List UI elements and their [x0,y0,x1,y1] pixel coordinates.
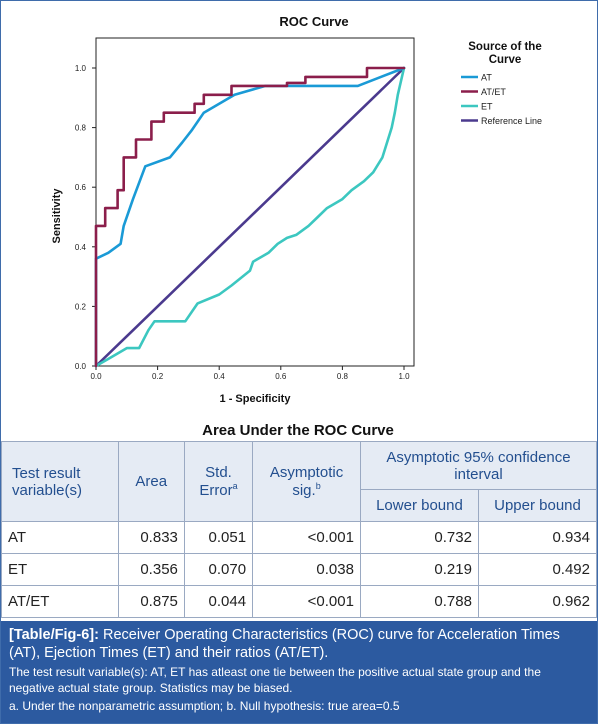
cell-sig: 0.038 [252,553,361,586]
y-tick-label: 0.2 [75,302,87,311]
cell-area: 0.875 [117,585,185,618]
cell-variable: AT/ET [1,585,119,618]
cell-std-error: 0.044 [183,585,254,618]
cell-variable: ET [1,553,119,586]
legend-label-et: ET [481,102,493,112]
x-tick-label: 0.2 [152,372,164,381]
x-tick-label: 0.0 [90,372,102,381]
cell-std-error: 0.051 [183,521,254,554]
caption-text: Receiver Operating Characteristics (ROC)… [9,627,560,661]
header-std-error-sup: a [232,481,238,491]
header-ci: Asymptotic 95% confidence interval [359,441,597,490]
cell-upper: 0.492 [477,553,597,586]
cell-area: 0.356 [117,553,185,586]
header-std-error: Std. Errora [183,441,254,522]
cell-std-error: 0.070 [183,553,254,586]
cell-variable: AT [1,521,119,554]
legend-label-at: AT [481,73,492,83]
legend-title-line2: Curve [489,54,522,66]
x-tick-label: 1.0 [398,372,410,381]
cell-lower: 0.788 [359,585,479,618]
y-tick-label: 0.8 [75,124,87,133]
table-subheader-row: Lower bound Upper bound [2,489,597,522]
x-tick-label: 0.4 [214,372,226,381]
header-variable: Test result variable(s) [1,441,119,522]
caption-note-1: The test result variable(s): AT, ET has … [9,665,541,695]
table-title: Area Under the ROC Curve [202,422,394,439]
caption-note-2: a. Under the nonparametric assumption; b… [9,699,400,713]
legend-title-line1: Source of the [468,41,541,53]
plot-frame [95,37,415,367]
header-sig: Asymptotic sig.b [252,441,361,522]
cell-lower: 0.732 [359,521,479,554]
legend-label-reference-line: Reference Line [481,116,542,126]
cell-sig: <0.001 [252,521,361,554]
roc-chart: ROC Curve 0.0 0.2 0.4 0.6 0.8 1.0 0.0 0.2 0.4 0.6 0… [2,2,596,438]
x-axis-label: 1 - Specificity [220,393,292,405]
cell-lower: 0.219 [359,553,479,586]
cell-area: 0.833 [117,521,185,554]
cell-upper: 0.934 [477,521,597,554]
legend-label-at-et: AT/ET [481,87,506,97]
chart-title: ROC Curve [279,14,348,29]
header-area: Area [117,441,185,522]
header-sig-label: Asymptotic sig. [269,464,344,499]
header-sig-sup: b [315,481,321,491]
x-tick-label: 0.6 [275,372,287,381]
header-upper: Upper bound [477,489,597,522]
table-row: ET 0.356 0.070 0.038 0.219 0.492 [1,553,597,586]
y-tick-label: 0.4 [75,243,87,252]
series-line-et [94,66,406,368]
table-row: AT/ET 0.875 0.044 <0.001 0.788 0.962 [1,585,597,618]
caption-main: [Table/Fig-6]: Receiver Operating Charac… [9,626,589,662]
y-tick-label: 1.0 [75,64,87,73]
y-tick-label: 0.0 [75,362,87,371]
figure-caption: [Table/Fig-6]: Receiver Operating Charac… [1,621,597,723]
cell-upper: 0.962 [477,585,597,618]
table-header-row: Test result variable(s) Area Std. Errora… [1,441,597,522]
header-lower: Lower bound [359,489,479,522]
x-tick-label: 0.8 [337,372,349,381]
table-row: AT 0.833 0.051 <0.001 0.732 0.934 [1,521,597,554]
series-line-at-et [94,66,406,368]
auc-table-wrap: Test result variable(s) Area Std. Errora… [1,441,597,618]
auc-table: Test result variable(s) Area Std. Errora… [1,441,597,618]
caption-ref: [Table/Fig-6]: [9,627,99,643]
y-tick-label: 0.6 [75,183,87,192]
roc-chart-svg: ROC Curve 0.0 0.2 0.4 0.6 0.8 1.0 0.0 0.2 0.4 0.6 0… [51,14,542,405]
y-axis-label: Sensitivity [51,188,63,244]
header-std-error-label: Std. Error [199,464,233,499]
cell-sig: <0.001 [252,585,361,618]
series-line-reference-line [94,66,406,368]
